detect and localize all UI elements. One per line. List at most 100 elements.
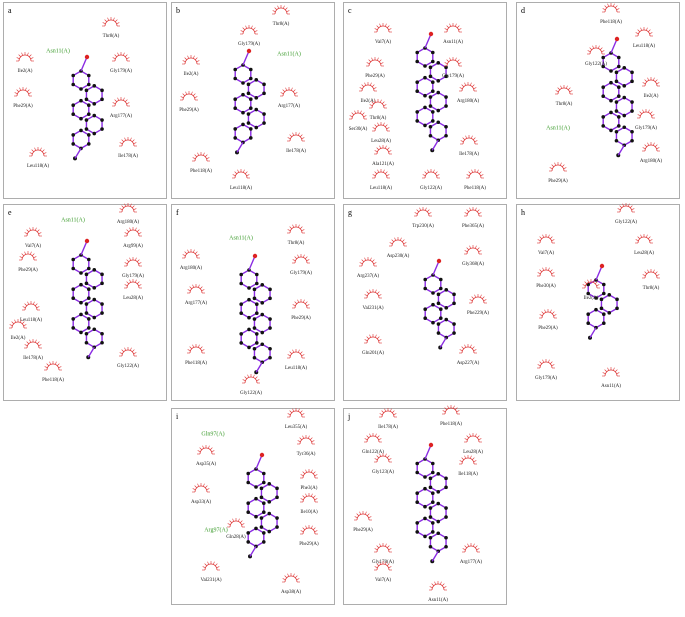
residue-spoke [653, 142, 655, 146]
residue-spoke [272, 10, 276, 12]
residue-spoke [616, 372, 620, 374]
residue-spoke [44, 366, 48, 368]
panel-border [343, 204, 507, 401]
bond [595, 265, 603, 281]
residue-spoke [194, 154, 197, 157]
residue-spoke [473, 137, 476, 140]
residue-label: Asn11(A) [229, 234, 253, 241]
residue-spoke [213, 561, 215, 565]
atom [444, 133, 448, 138]
residue-spoke [455, 57, 457, 61]
residue-spoke [587, 50, 591, 52]
atom [630, 138, 634, 143]
residue-label: Phe229(A) [467, 311, 489, 316]
residue-spoke [253, 374, 255, 378]
residue-spoke [287, 354, 291, 356]
residue-spoke [35, 303, 38, 306]
residue-spoke [227, 523, 231, 525]
residue-spoke [361, 259, 364, 262]
residue-spoke [550, 236, 553, 239]
residue-spoke [191, 91, 193, 95]
residue-spoke [539, 361, 542, 364]
residue-spoke [294, 301, 297, 304]
residue-spoke [28, 92, 32, 94]
atom [415, 491, 420, 495]
residue-spoke [314, 474, 318, 476]
residue-label: Thr8(A) [103, 34, 120, 39]
atom [601, 282, 606, 287]
residue-spoke [37, 341, 40, 344]
atom [262, 121, 266, 125]
residue-spoke [364, 294, 368, 296]
residue-spoke [295, 575, 298, 578]
residue-spoke [379, 23, 381, 27]
residue-spoke [49, 361, 51, 365]
panel-border [171, 2, 335, 199]
residue-spoke [480, 294, 482, 298]
residue-spoke [242, 379, 246, 381]
residue-spoke [553, 314, 557, 316]
residue-spoke [386, 127, 390, 129]
residue-label: Ile2(A) [584, 296, 599, 301]
residue-spoke [24, 232, 28, 234]
residue-spoke [378, 294, 382, 296]
atom [71, 73, 76, 78]
atom [430, 530, 435, 534]
residue-label: Leu28(A) [463, 450, 483, 455]
residue-spoke [478, 212, 482, 214]
residue-spoke [298, 132, 300, 136]
residue-spoke [648, 29, 651, 32]
atom [275, 516, 279, 520]
atom-o [246, 48, 252, 54]
atom [248, 106, 253, 110]
atom [100, 302, 104, 306]
panel-letter: h [521, 208, 525, 217]
atom [601, 312, 606, 316]
atom [259, 525, 264, 529]
residue-spoke [187, 289, 191, 291]
residue-spoke [655, 144, 658, 147]
panel: j Ile178(A) Phe118(A) Gln122(A) Leu28(A) Gly1… [343, 405, 507, 605]
residue-spoke [568, 87, 571, 90]
atom [630, 100, 634, 104]
residue-spoke [138, 232, 142, 234]
atom [436, 61, 441, 65]
residue-spoke [57, 363, 60, 366]
atom [261, 540, 266, 544]
residue-spoke [301, 137, 305, 139]
residue-spoke [459, 460, 463, 462]
residue-spoke [385, 124, 388, 127]
atom [254, 341, 259, 345]
residue-spoke [446, 59, 449, 62]
residue-spoke [192, 284, 194, 288]
residue-spoke [16, 89, 19, 92]
residue-spoke [464, 438, 468, 440]
residue-spoke [302, 435, 304, 439]
residue-spoke [125, 99, 128, 102]
residue-spoke [256, 379, 260, 381]
residue-spoke [385, 543, 387, 547]
residue-spoke [293, 89, 296, 92]
residue-spoke [542, 267, 544, 271]
residue-spoke [19, 256, 23, 258]
atom [444, 544, 448, 549]
residue-label: Thr8(A) [288, 241, 305, 246]
residue-spoke [280, 92, 284, 94]
residue-label: Val231(A) [362, 306, 383, 311]
atom [79, 271, 83, 275]
residue-spoke [473, 349, 477, 351]
residue-spoke [563, 167, 567, 169]
atom [423, 534, 427, 539]
residue-spoke [292, 304, 296, 306]
atom [415, 110, 420, 114]
residue-spoke [592, 45, 594, 49]
residue-spoke [313, 495, 316, 498]
residue-spoke [19, 87, 21, 91]
residue-spoke [313, 527, 316, 530]
atom [614, 109, 619, 113]
atom [599, 306, 604, 311]
residue-label: Gly122(A) [240, 391, 262, 396]
residue-label: Thr8(A) [273, 22, 290, 27]
atom [609, 110, 613, 115]
residue-spoke [314, 530, 318, 532]
